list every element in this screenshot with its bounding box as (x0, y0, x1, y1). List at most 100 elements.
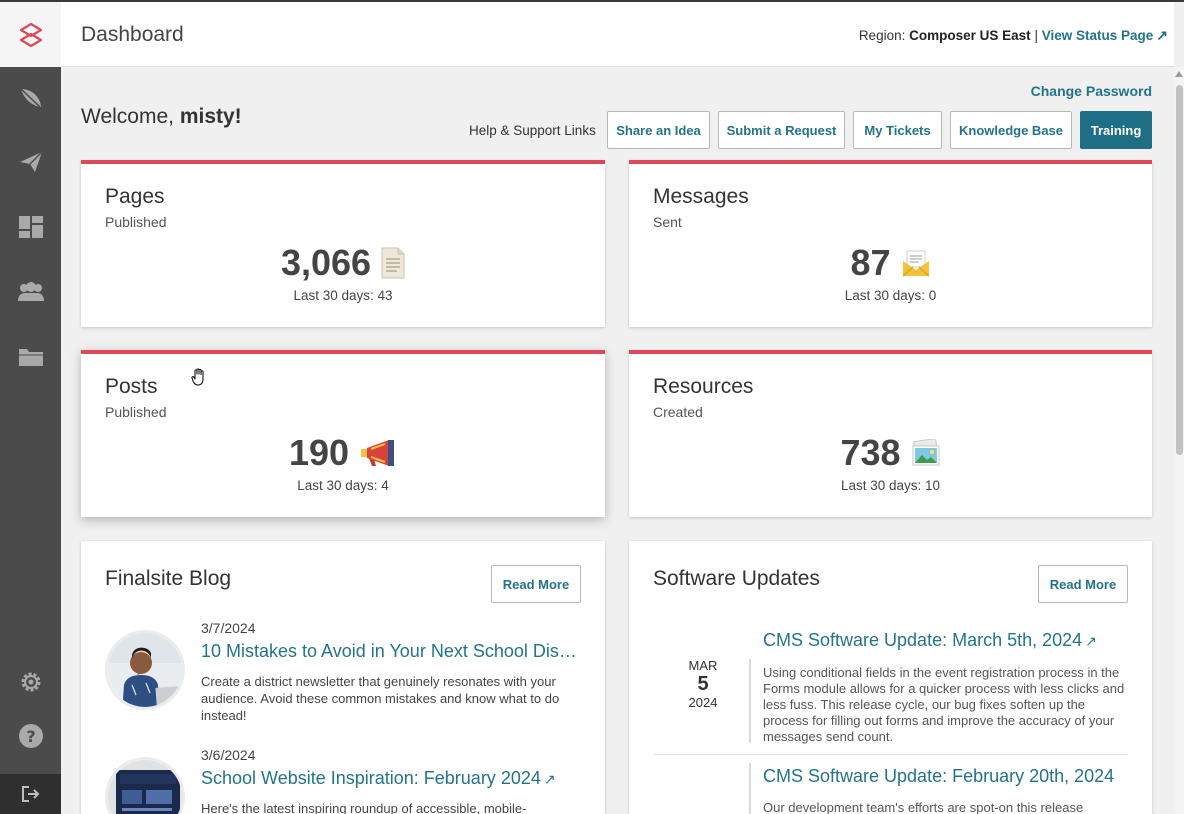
region-info: Region: Composer US East | View Status P… (859, 27, 1168, 44)
training-button[interactable]: Training (1080, 111, 1152, 149)
logout-icon (21, 786, 39, 802)
update-date: MAR 5 2024 (653, 658, 753, 710)
software-updates-card: Software Updates Read More MAR 5 2024 CM… (629, 541, 1152, 814)
change-password-link[interactable]: Change Password (1030, 83, 1152, 99)
last-30-days: Last 30 days: 4 (297, 478, 389, 493)
blog-post-thumbnail (105, 757, 185, 814)
sidebar-item-dashboard[interactable] (0, 207, 61, 247)
scrollbar-thumb[interactable] (1176, 85, 1183, 455)
sidebar-item-users[interactable] (0, 272, 61, 312)
update-divider-bar (749, 659, 751, 743)
resources-card[interactable]: Resources Created 738 Last 30 days: 10 (629, 350, 1152, 517)
card-subtitle: Sent (653, 214, 682, 230)
envelope-icon (902, 250, 929, 277)
blog-post-description: Here's the latest inspiring roundup of a… (201, 801, 527, 814)
blog-post[interactable]: 3/6/2024 School Website Inspiration: Feb… (105, 747, 585, 814)
update-divider-bar (749, 763, 751, 814)
dashboard-grid-icon (18, 216, 43, 238)
feather-icon (19, 88, 41, 108)
update-title-text: CMS Software Update: March 5th, 2024 (763, 630, 1083, 650)
pages-card[interactable]: Pages Published 3,066 Last 30 days: 43 (81, 160, 605, 327)
sidebar-item-content[interactable] (0, 78, 61, 118)
updates-title: Software Updates (653, 567, 820, 590)
last-30-days: Last 30 days: 43 (293, 288, 393, 303)
update-month: MAR (688, 658, 718, 673)
help-icon: ? (18, 724, 43, 748)
posts-card[interactable]: Posts Published 190 Last 30 days: 4 (81, 350, 605, 517)
pages-count: 3,066 (280, 242, 372, 283)
posts-count: 190 (288, 432, 350, 473)
gear-icon (21, 672, 40, 692)
help-support-label: Help & Support Links (469, 123, 596, 138)
submit-request-button[interactable]: Submit a Request (718, 111, 845, 149)
top-header: Dashboard Region: Composer US East | Vie… (61, 2, 1174, 67)
knowledge-base-button[interactable]: Knowledge Base (950, 111, 1072, 149)
blog-post-thumbnail (105, 630, 185, 710)
card-subtitle: Published (105, 214, 167, 230)
hand-cursor-icon (191, 368, 204, 386)
card-value-row: 87 (629, 242, 1152, 284)
blog-read-more-button[interactable]: Read More (491, 565, 581, 603)
paper-plane-icon (19, 151, 42, 172)
welcome-username: misty! (179, 105, 242, 128)
external-link-icon: ↗ (543, 771, 556, 787)
region-value: Composer US East (909, 28, 1031, 43)
welcome-message: Welcome, misty! (81, 105, 242, 129)
card-subtitle: Created (653, 404, 703, 420)
messages-card[interactable]: Messages Sent 87 Last 30 days: 0 (629, 160, 1152, 327)
blog-post-title[interactable]: School Website Inspiration: February 202… (201, 768, 581, 789)
sidebar-item-messages[interactable] (0, 142, 61, 182)
sidebar-item-help[interactable]: ? (0, 716, 61, 756)
card-value-row: 3,066 (81, 242, 605, 284)
update-title[interactable]: CMS Software Update: February 20th, 2024 (763, 766, 1115, 786)
update-description: Using conditional fields in the event re… (763, 665, 1125, 744)
svg-text:?: ? (26, 727, 35, 746)
update-day: 5 (697, 673, 709, 695)
blog-post-date: 3/6/2024 (201, 747, 256, 763)
finalsite-logo-icon (19, 22, 42, 47)
blog-post-title[interactable]: 10 Mistakes to Avoid in Your Next School… (201, 641, 581, 661)
card-title: Messages (653, 185, 749, 208)
finalsite-blog-card: Finalsite Blog Read More 3/7/2024 10 Mis… (81, 541, 605, 814)
update-year: 2024 (688, 695, 718, 710)
sidebar: ? (0, 0, 61, 814)
picture-icon (912, 439, 940, 466)
card-value-row: 190 (81, 432, 605, 474)
last-30-days: Last 30 days: 10 (840, 478, 941, 493)
update-separator (653, 754, 1128, 755)
blog-post[interactable]: 3/7/2024 10 Mistakes to Avoid in Your Ne… (105, 620, 585, 730)
updates-read-more-button[interactable]: Read More (1038, 565, 1128, 603)
logout-button[interactable] (0, 774, 61, 814)
blog-post-title-text: School Website Inspiration: February 202… (201, 768, 541, 788)
card-subtitle: Published (105, 404, 167, 420)
scroll-up-arrow-icon[interactable] (1175, 71, 1183, 77)
update-description: Our development team's efforts are spot-… (763, 800, 1084, 814)
region-separator: | (1034, 28, 1038, 43)
blog-post-description: Create a district newsletter that genuin… (201, 674, 560, 723)
update-title[interactable]: CMS Software Update: March 5th, 2024 ↗ (763, 630, 1128, 651)
external-link-icon: ↗ (1156, 27, 1168, 43)
external-link-icon: ↗ (1085, 633, 1097, 649)
share-idea-button[interactable]: Share an Idea (607, 111, 710, 149)
blog-title: Finalsite Blog (105, 567, 232, 590)
card-title: Posts (105, 375, 158, 398)
last-30-days: Last 30 days: 0 (844, 288, 937, 303)
card-title: Resources (653, 375, 754, 398)
page-title: Dashboard (81, 23, 184, 46)
status-link-label: View Status Page (1041, 28, 1154, 43)
sidebar-item-settings[interactable] (0, 662, 61, 702)
welcome-prefix: Welcome, (81, 105, 174, 128)
megaphone-icon (361, 440, 395, 466)
resources-count: 738 (840, 432, 901, 473)
users-group-icon (17, 282, 44, 301)
region-label: Region: (858, 28, 906, 43)
sidebar-item-files[interactable] (0, 337, 61, 377)
card-value-row: 738 (629, 432, 1152, 474)
card-title: Pages (105, 185, 165, 208)
view-status-page-link[interactable]: View Status Page ↗ (1041, 27, 1168, 43)
document-icon (381, 247, 405, 279)
top-border (0, 0, 1184, 2)
logo[interactable] (0, 2, 61, 67)
my-tickets-button[interactable]: My Tickets (853, 111, 942, 149)
blog-post-date: 3/7/2024 (201, 620, 256, 636)
